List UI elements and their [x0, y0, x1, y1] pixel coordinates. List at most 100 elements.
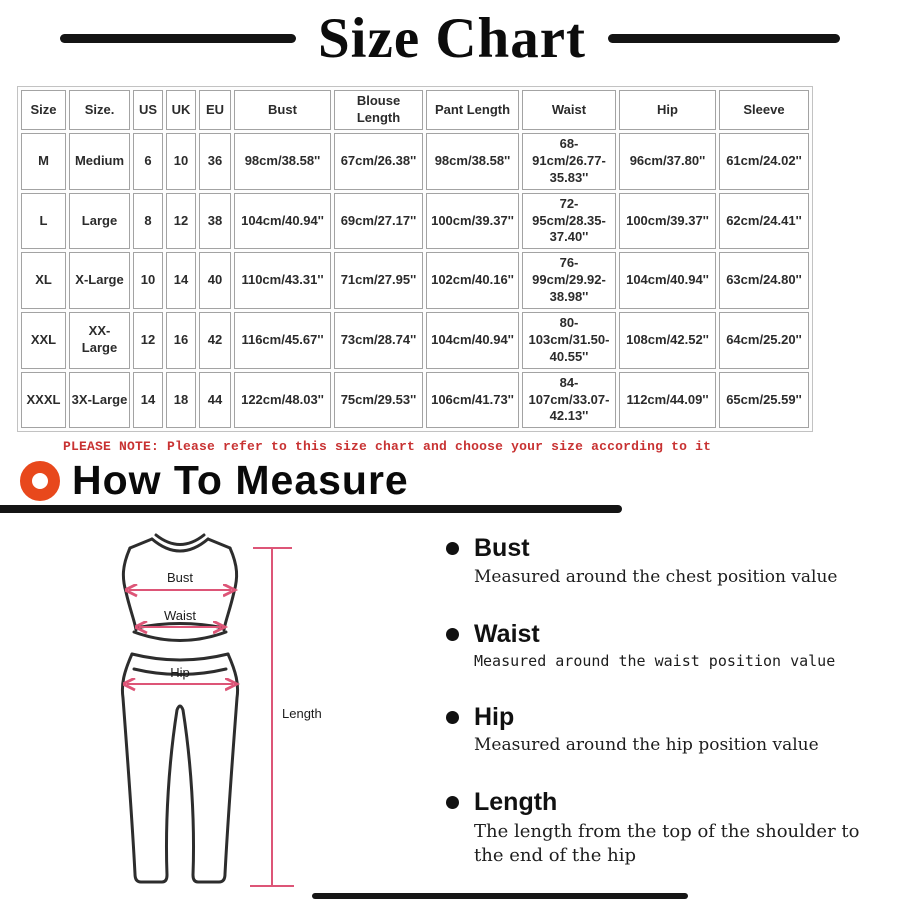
table-cell: 122cm/48.03''	[234, 371, 331, 429]
table-cell: 116cm/45.67''	[234, 312, 331, 369]
length-label: Length	[282, 706, 322, 721]
measure-item-desc: The length from the top of the shoulder …	[474, 821, 860, 867]
table-cell: 38	[199, 192, 231, 250]
measure-item-desc: Measured around the waist position value	[474, 652, 836, 671]
table-cell: 106cm/41.73''	[426, 371, 519, 429]
measure-item-label: Hip	[474, 702, 515, 731]
table-cell: 62cm/24.41''	[719, 192, 809, 250]
bullet-icon	[446, 710, 459, 724]
table-row: XL X-Large 10 14 40 110cm/43.31'' 71cm/27.95''…	[21, 252, 809, 310]
measure-item-hip: Hip Measured around the hip position val…	[446, 703, 876, 758]
table-cell: 100cm/39.37''	[426, 192, 519, 250]
heading-underline	[0, 505, 622, 513]
bust-label: Bust	[167, 570, 193, 585]
table-cell: XL	[21, 252, 66, 310]
table-cell: 72-95cm/28.35-37.40''	[522, 192, 616, 250]
table-cell: 96cm/37.80''	[619, 133, 716, 190]
table-cell: 61cm/24.02''	[719, 133, 809, 190]
table-cell: 14	[166, 252, 196, 310]
table-row: XXL XX-Large 12 16 42 116cm/45.67'' 73cm/28.74…	[21, 312, 809, 369]
bullseye-icon	[20, 460, 60, 501]
table-cell: 36	[199, 133, 231, 190]
table-cell: 3X-Large	[69, 371, 130, 429]
table-cell: Large	[69, 192, 130, 250]
table-header-row: Size Size. US UK EU Bust Blouse Length Pant Len…	[21, 90, 809, 130]
column-header: Bust	[234, 90, 331, 130]
bottom-indicator-bar	[312, 893, 688, 899]
table-cell: XX-Large	[69, 312, 130, 369]
measure-item-length: Length The length from the top of the sh…	[446, 788, 876, 868]
table-cell: 63cm/24.80''	[719, 252, 809, 310]
table-cell: 108cm/42.52''	[619, 312, 716, 369]
how-to-measure-title: How To Measure	[72, 457, 409, 503]
table-cell: 18	[166, 371, 196, 429]
how-to-measure-heading-row: How To Measure	[20, 460, 409, 501]
title-line-left	[59, 33, 296, 43]
table-cell: XXXL	[21, 371, 66, 429]
table-cell: 10	[133, 252, 163, 310]
column-header: Size.	[69, 90, 130, 130]
measure-list: Bust Measured around the chest position …	[446, 534, 876, 900]
table-cell: 84-107cm/33.07-42.13''	[522, 371, 616, 429]
column-header: Blouse Length	[334, 90, 423, 130]
table-cell: L	[21, 192, 66, 250]
table-cell: 42	[199, 312, 231, 369]
column-header: Size	[21, 90, 66, 130]
table-cell: 8	[133, 192, 163, 250]
table-cell: 104cm/40.94''	[426, 312, 519, 369]
measure-item-label: Length	[474, 788, 558, 817]
hip-label: Hip	[170, 665, 190, 680]
measurement-lines	[127, 547, 294, 887]
table-cell: 10	[166, 133, 196, 190]
table-cell: 12	[166, 192, 196, 250]
column-header: Sleeve	[719, 90, 809, 130]
measure-item-desc: Measured around the chest position value	[474, 566, 838, 587]
table-cell: 64cm/25.20''	[719, 312, 809, 369]
size-note: PLEASE NOTE: Please refer to this size c…	[63, 439, 712, 454]
measure-item-label: Waist	[474, 619, 540, 648]
table-cell: 80-103cm/31.50-40.55''	[522, 312, 616, 369]
table-cell: 98cm/38.58''	[426, 133, 519, 190]
column-header: Pant Length	[426, 90, 519, 130]
table-row: XXXL 3X-Large 14 18 44 122cm/48.03'' 75cm/29.5…	[21, 371, 809, 429]
size-table: Size Size. US UK EU Bust Blouse Length Pant Len…	[17, 86, 813, 433]
column-header: Hip	[619, 90, 716, 130]
measure-item-waist: Waist Measured around the waist position…	[446, 620, 876, 672]
table-cell: 44	[199, 371, 231, 429]
table-cell: 110cm/43.31''	[234, 252, 331, 310]
leggings-sketch	[120, 652, 240, 884]
table-cell: 73cm/28.74''	[334, 312, 423, 369]
table-cell: 98cm/38.58''	[234, 133, 331, 190]
column-header: UK	[166, 90, 196, 130]
bullet-icon	[446, 796, 459, 810]
column-header: EU	[199, 90, 231, 130]
table-cell: 65cm/25.59''	[719, 371, 809, 429]
table-cell: 112cm/44.09''	[619, 371, 716, 429]
table-cell: 104cm/40.94''	[619, 252, 716, 310]
table-cell: XXL	[21, 312, 66, 369]
column-header: Waist	[522, 90, 616, 130]
table-cell: 69cm/27.17''	[334, 192, 423, 250]
table-cell: 16	[166, 312, 196, 369]
table-cell: 14	[133, 371, 163, 429]
measure-item-bust: Bust Measured around the chest position …	[446, 534, 876, 589]
table-row: L Large 8 12 38 104cm/40.94'' 69cm/27.17'' 100c…	[21, 192, 809, 250]
table-cell: 40	[199, 252, 231, 310]
title-row: Size Chart	[0, 6, 900, 70]
table-cell: X-Large	[69, 252, 130, 310]
table-cell: 104cm/40.94''	[234, 192, 331, 250]
table-cell: Medium	[69, 133, 130, 190]
measure-item-label: Bust	[474, 534, 530, 562]
table-cell: 76-99cm/29.92-38.98''	[522, 252, 616, 310]
table-cell: 6	[133, 133, 163, 190]
column-header: US	[133, 90, 163, 130]
bullet-icon	[446, 541, 459, 555]
table-cell: 75cm/29.53''	[334, 371, 423, 429]
table-cell: 71cm/27.95''	[334, 252, 423, 310]
page-title: Size Chart	[317, 6, 587, 70]
table-cell: 102cm/40.16''	[426, 252, 519, 310]
table-cell: 67cm/26.38''	[334, 133, 423, 190]
table-cell: 12	[133, 312, 163, 369]
measure-item-desc: Measured around the hip position value	[474, 735, 819, 756]
